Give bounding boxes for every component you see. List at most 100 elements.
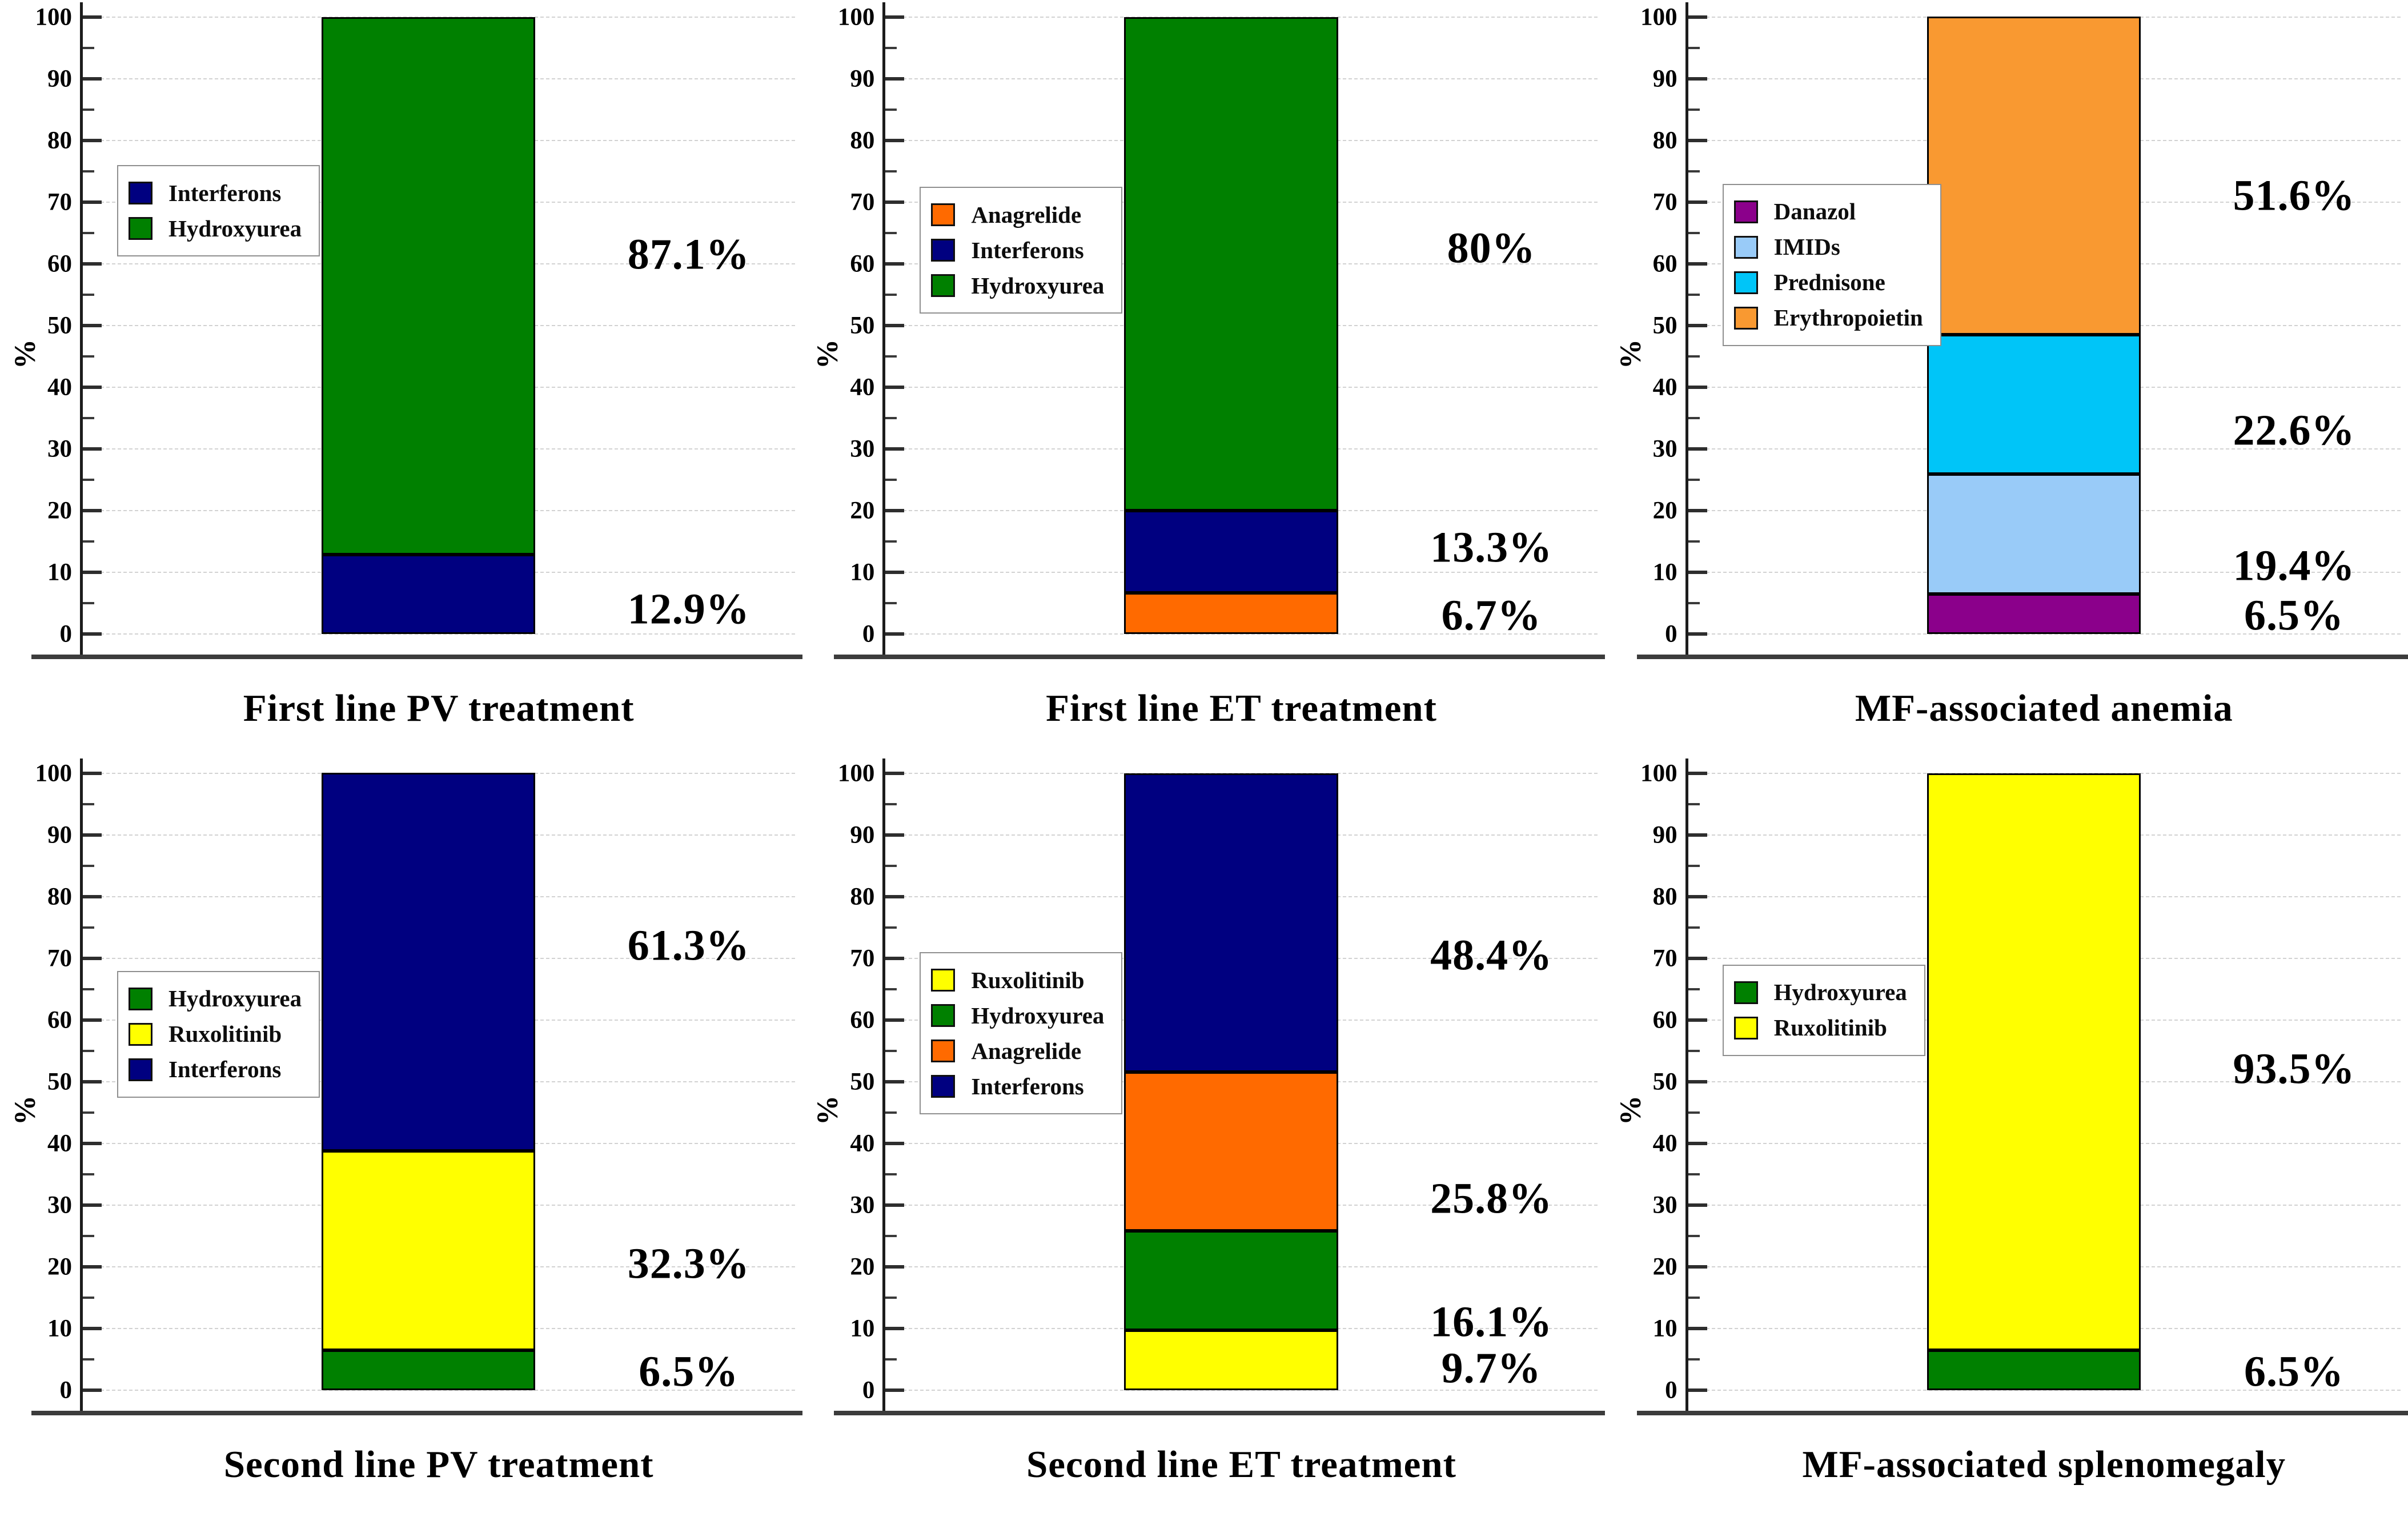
y-tick-label: 70 [47, 188, 72, 216]
y-tick-label: 20 [1652, 1253, 1677, 1281]
y-axis-major-tick [83, 386, 102, 389]
x-axis-line [31, 1411, 802, 1415]
chart-second-line-pv-treatment: % 0 10 20 30 40 50 60 70 80 90 100 6.5% 32.3% 61.3% Hy… [0, 756, 803, 1513]
y-tick-label: 10 [850, 1315, 875, 1342]
y-gridline [83, 1390, 795, 1391]
y-axis-major-tick [83, 77, 102, 81]
y-axis-major-tick [83, 1265, 102, 1269]
y-axis-minor-tick [83, 1050, 94, 1052]
bar-segment-danazol [1927, 593, 2141, 634]
y-axis-major-tick [885, 77, 905, 81]
legend-item: Ruxolitinib [931, 962, 1104, 998]
y-axis-major-tick [1688, 1327, 1707, 1330]
y-tick-label: 30 [850, 1191, 875, 1219]
y-axis-major-tick [1688, 324, 1707, 327]
y-axis-minor-tick [885, 232, 897, 234]
y-axis-major-tick [83, 833, 102, 837]
y-axis-minor-tick [885, 803, 897, 805]
legend: Anagrelide Interferons Hydroxyurea [920, 187, 1123, 314]
y-tick-label: 10 [47, 1315, 72, 1342]
bar-segment-ruxolitinib [1927, 773, 2141, 1350]
legend-label: Interferons [971, 236, 1084, 263]
y-axis-major-tick [83, 1388, 102, 1392]
y-axis-major-tick [83, 895, 102, 898]
y-axis-minor-tick [885, 865, 897, 867]
bar-segment-erythropoietin [1927, 16, 2141, 335]
y-axis-minor-tick [1688, 865, 1700, 867]
y-axis-minor-tick [83, 1235, 94, 1237]
x-axis-line [834, 655, 1606, 659]
y-tick-label: 20 [47, 1253, 72, 1281]
y-axis-major-tick [885, 1265, 905, 1269]
y-axis-minor-tick [885, 1358, 897, 1361]
y-axis-line [80, 758, 83, 1411]
legend-label: Hydroxyurea [1773, 979, 1907, 1006]
y-axis-minor-tick [1688, 109, 1700, 111]
legend-swatch-imids [1733, 235, 1758, 259]
y-tick-label: 40 [850, 1130, 875, 1157]
y-axis-major-tick [1688, 139, 1707, 142]
y-axis-major-tick [1688, 1080, 1707, 1083]
y-axis-major-tick [885, 957, 905, 960]
y-axis-major-tick [885, 1018, 905, 1022]
y-axis-major-tick [1688, 1018, 1707, 1022]
legend-swatch-anagrelide [931, 1040, 956, 1063]
chart-title: Second line PV treatment [223, 1443, 654, 1486]
legend-item: Anagrelide [931, 1033, 1104, 1069]
legend-label: Ruxolitinib [1773, 1014, 1887, 1041]
segment-percent-label: 6.5% [639, 1347, 739, 1396]
bar-segment-imids [1927, 474, 2141, 594]
y-tick-label: 80 [850, 883, 875, 910]
y-axis-minor-tick [885, 479, 897, 481]
y-tick-label: 0 [59, 1376, 73, 1404]
bar-segment-interferons [322, 554, 536, 634]
chart-title: First line PV treatment [243, 687, 635, 729]
y-gridline [1688, 633, 2401, 635]
y-axis-major-tick [885, 324, 905, 327]
chart-first-line-pv-treatment: % 0 10 20 30 40 50 60 70 80 90 100 12.9% 87.1% Interf… [0, 0, 803, 756]
y-tick-label: 50 [47, 312, 72, 339]
y-tick-label: 20 [47, 497, 72, 524]
y-tick-label: 70 [47, 945, 72, 972]
chart-first-line-et-treatment: % 0 10 20 30 40 50 60 70 80 90 100 6.7% 13.3% 80% Anag… [802, 0, 1606, 756]
y-gridline [886, 1390, 1598, 1391]
y-axis-major-tick [1688, 833, 1707, 837]
y-axis-major-tick [83, 632, 102, 636]
legend-item: Interferons [931, 232, 1104, 268]
legend-item: Interferons [931, 1069, 1104, 1104]
y-tick-label: 50 [850, 312, 875, 339]
legend-item: Hydroxyurea [931, 268, 1104, 303]
y-tick-label: 60 [850, 250, 875, 278]
x-axis-line [834, 1411, 1606, 1415]
y-tick-label: 50 [47, 1068, 72, 1095]
y-axis-major-tick [83, 1327, 102, 1330]
y-axis-major-tick [885, 386, 905, 389]
legend-swatch-erythropoietin [1733, 306, 1758, 330]
y-axis-major-tick [885, 509, 905, 512]
y-tick-label: 10 [1652, 559, 1677, 586]
y-axis-minor-tick [1688, 1111, 1700, 1114]
x-axis-line [1636, 655, 2408, 659]
y-tick-label: 90 [1652, 821, 1677, 849]
legend-item: Hydroxyurea [129, 211, 302, 246]
y-tick-label: 30 [1652, 435, 1677, 463]
y-axis-major-tick [885, 139, 905, 142]
y-tick-label: 30 [850, 435, 875, 463]
y-axis-major-tick [1688, 957, 1707, 960]
y-tick-label: 0 [1665, 620, 1677, 648]
y-tick-label: 30 [1652, 1191, 1677, 1219]
y-axis-major-tick [83, 200, 102, 204]
segment-percent-label: 25.8% [1430, 1174, 1553, 1223]
y-tick-label: 10 [1652, 1315, 1677, 1342]
legend-item: Interferons [129, 1052, 302, 1087]
y-axis-major-tick [83, 772, 102, 775]
y-axis-major-tick [83, 957, 102, 960]
y-axis-minor-tick [885, 926, 897, 929]
y-axis-minor-tick [885, 540, 897, 543]
y-axis-major-tick [83, 1080, 102, 1083]
legend-item: Erythropoietin [1733, 300, 1923, 336]
y-tick-label: 0 [862, 1376, 875, 1404]
y-axis-minor-tick [1688, 417, 1700, 419]
legend-label: Hydroxyurea [971, 272, 1105, 299]
